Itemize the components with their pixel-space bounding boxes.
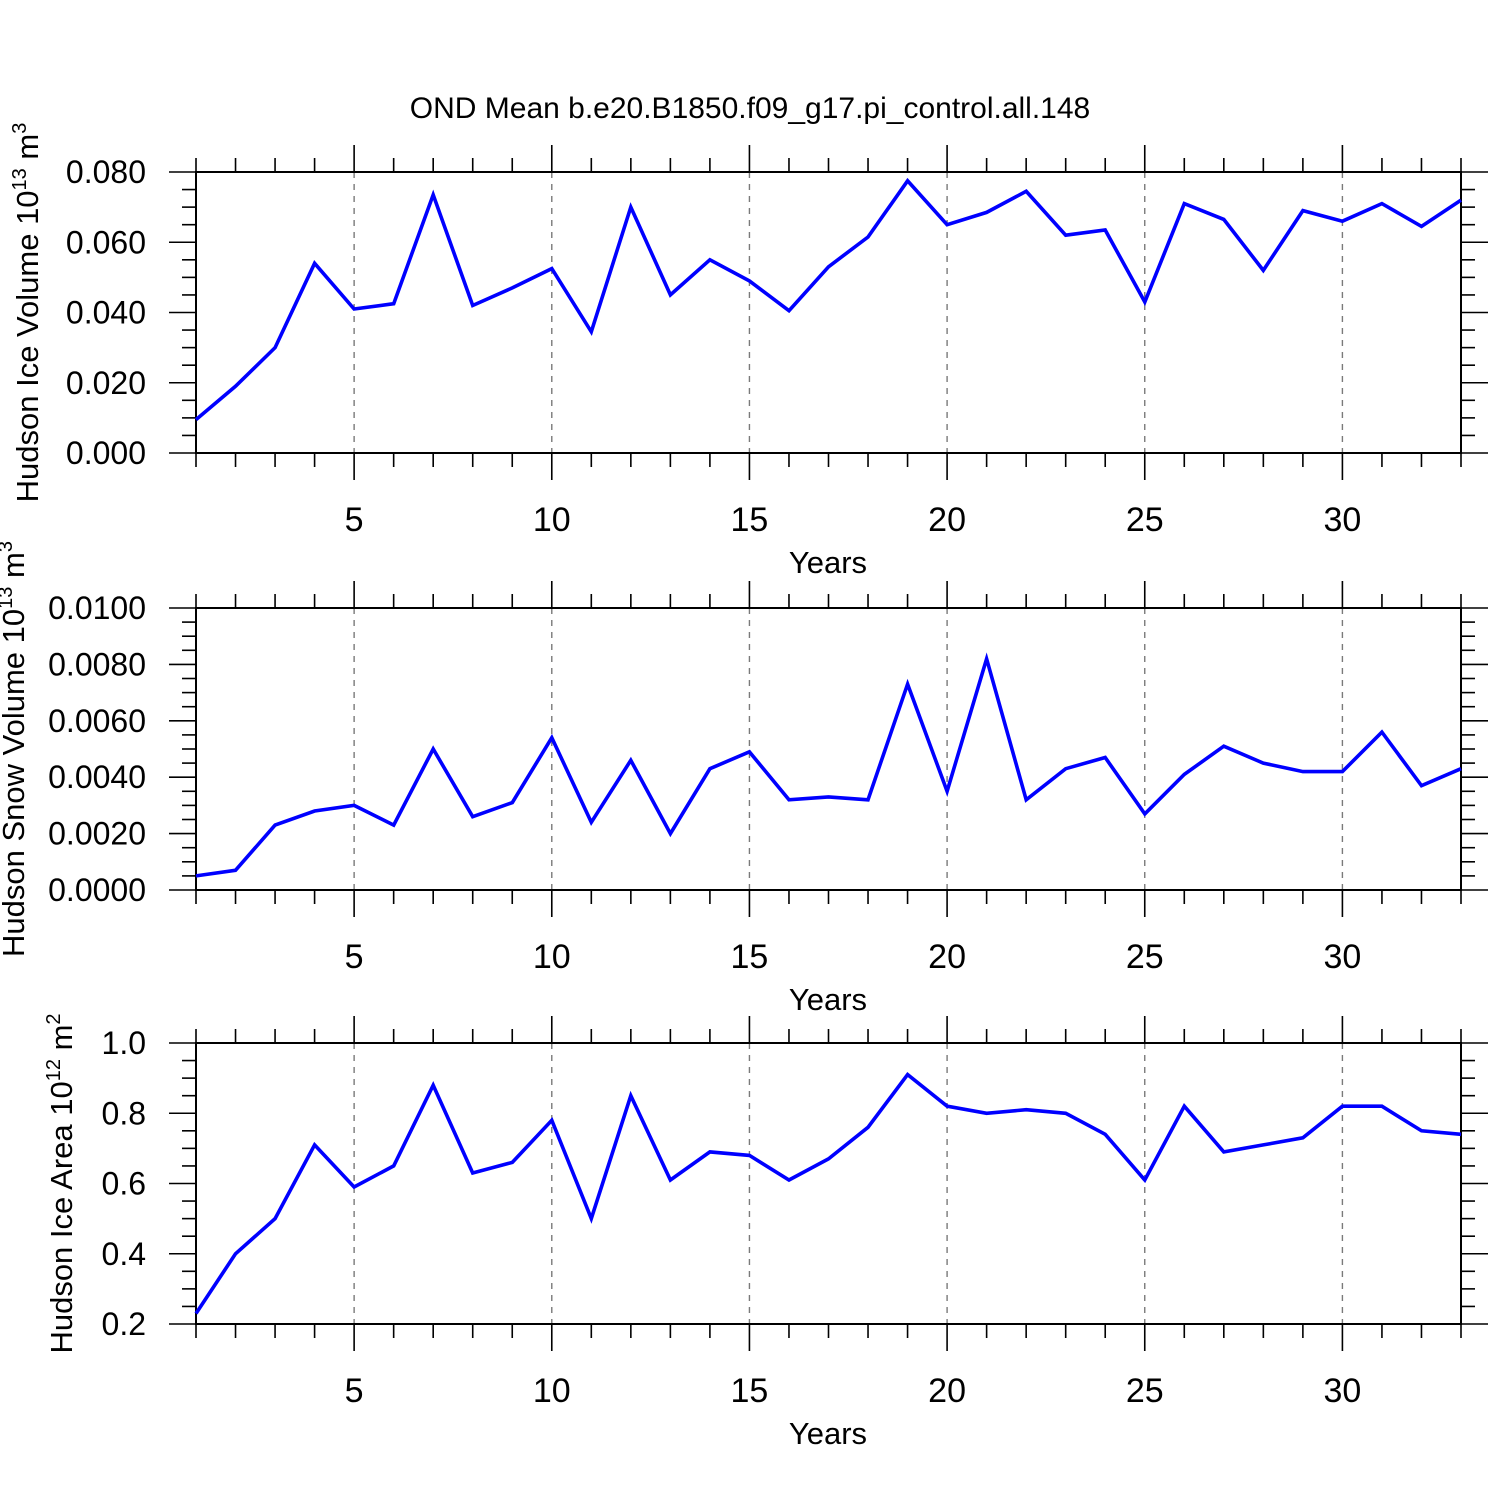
y-tick-label: 1.0 xyxy=(102,1025,146,1061)
x-tick-label: 10 xyxy=(533,501,571,539)
x-tick-label: 15 xyxy=(731,938,769,976)
y-tick-label: 0.080 xyxy=(66,154,146,190)
y-axis-title: Hudson Ice Area 1012 m2 xyxy=(43,1013,79,1353)
y-tick-label: 0.0000 xyxy=(48,872,146,908)
chart-hudson-snow-volume: 5 10 15 20 25 30 0.0000 0.0020 0.0040 0.0060 0.008… xyxy=(0,541,1488,976)
x-tick-label: 15 xyxy=(731,1372,769,1410)
x-tick-label: 30 xyxy=(1323,938,1361,976)
y-tick-label: 0.0060 xyxy=(48,703,146,739)
y-tick-label: 0.4 xyxy=(102,1236,146,1272)
data-series-line xyxy=(195,652,1462,878)
data-series-line xyxy=(194,177,1462,421)
x-tick-label: 25 xyxy=(1126,501,1164,539)
x-axis-title-2: Years xyxy=(789,982,867,1017)
y-tick-label: 0.0100 xyxy=(48,590,146,626)
y-tick-label: 0.6 xyxy=(102,1166,146,1202)
plot-frame xyxy=(195,1042,1462,1325)
y-tick-label: 0.020 xyxy=(66,365,146,401)
x-tick-label: 15 xyxy=(731,501,769,539)
x-tick-label: 10 xyxy=(533,938,571,976)
y-tick-label: 0.0020 xyxy=(48,816,146,852)
x-tick-label: 30 xyxy=(1323,1372,1361,1410)
y-tick-label: 0.040 xyxy=(66,295,146,331)
data-series-line xyxy=(194,1072,1462,1315)
y-tick-label: 0.0080 xyxy=(48,646,146,682)
y-tick-label: 0.2 xyxy=(102,1306,146,1342)
x-tick-label: 20 xyxy=(928,938,966,976)
x-axis-title-3: Years xyxy=(789,1416,867,1451)
x-tick-label: 10 xyxy=(533,1372,571,1410)
plot-frame xyxy=(195,607,1462,891)
chart-hudson-ice-volume: 5 10 15 20 25 30 0.000 0.020 0.040 0.060 0.080 Huds… xyxy=(9,123,1488,539)
x-tick-label: 25 xyxy=(1126,1372,1164,1410)
x-axis-title-1: Years xyxy=(789,545,867,580)
x-tick-label: 25 xyxy=(1126,938,1164,976)
x-tick-label: 20 xyxy=(928,1372,966,1410)
y-tick-label: 0.000 xyxy=(66,435,146,471)
y-tick-label: 0.060 xyxy=(66,224,146,260)
chart-hudson-ice-area: 5 10 15 20 25 30 0.2 0.4 0.6 0.8 1.0 Hudson Ice Are… xyxy=(43,1013,1488,1410)
y-axis-title: Hudson Snow Volume 1013 m3 xyxy=(0,541,31,957)
x-tick-label: 5 xyxy=(345,938,364,976)
x-tick-label: 20 xyxy=(928,501,966,539)
plot-frame xyxy=(195,171,1462,454)
x-tick-label: 5 xyxy=(345,501,364,539)
y-tick-label: 0.8 xyxy=(102,1095,146,1131)
y-axis-title: Hudson Ice Volume 1013 m3 xyxy=(9,123,45,503)
x-tick-label: 5 xyxy=(345,1372,364,1410)
x-tick-label: 30 xyxy=(1323,501,1361,539)
figure-title: OND Mean b.e20.B1850.f09_g17.pi_control.… xyxy=(410,92,1090,125)
y-tick-label: 0.0040 xyxy=(48,759,146,795)
